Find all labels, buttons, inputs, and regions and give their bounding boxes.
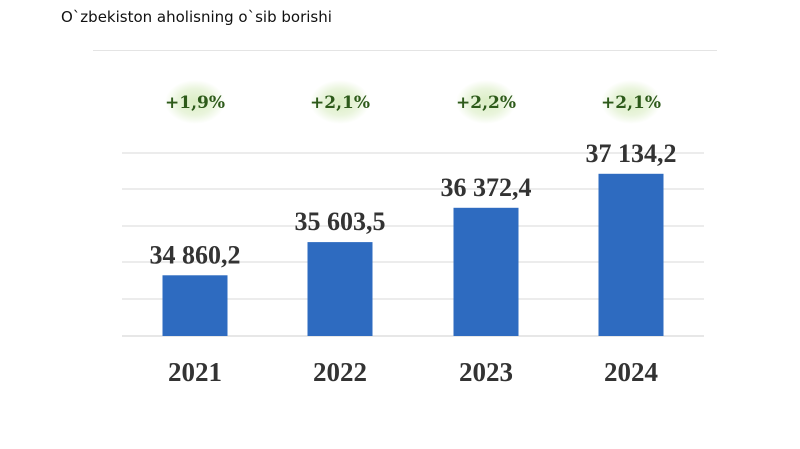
growth-label: +1,9% (165, 93, 225, 113)
growth-halo (165, 80, 225, 124)
page-title: O`zbekiston aholisning o`sib borishi (61, 8, 332, 26)
bar-value-label: 36 372,4 (441, 173, 532, 202)
growth-halo (310, 80, 370, 124)
category-label: 2023 (459, 357, 513, 387)
bar-value-label: 37 134,2 (586, 139, 677, 168)
growth-halo (601, 80, 661, 124)
growth-label: +2,2% (456, 93, 516, 113)
bar-value-label: 35 603,5 (295, 207, 386, 236)
bar (453, 207, 519, 336)
bar-value-label: 34 860,2 (150, 240, 241, 269)
bar (162, 275, 228, 336)
growth-halo (456, 80, 516, 124)
bar (307, 242, 373, 336)
growth-label: +2,1% (310, 93, 370, 113)
category-label: 2024 (604, 357, 658, 387)
bar (598, 173, 664, 336)
growth-label: +2,1% (601, 93, 661, 113)
category-label: 2021 (168, 357, 222, 387)
category-label: 2022 (313, 357, 367, 387)
